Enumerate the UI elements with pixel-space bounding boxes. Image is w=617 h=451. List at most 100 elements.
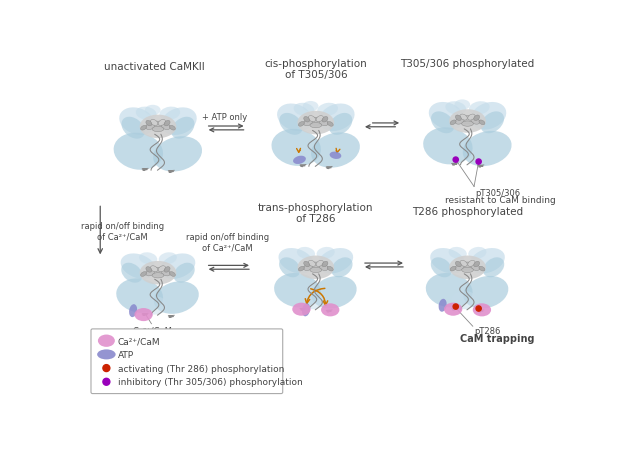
Ellipse shape <box>310 268 321 273</box>
Ellipse shape <box>316 261 323 267</box>
Ellipse shape <box>159 107 180 121</box>
Ellipse shape <box>462 122 473 127</box>
Ellipse shape <box>310 123 321 129</box>
Ellipse shape <box>121 254 156 279</box>
Ellipse shape <box>299 291 326 309</box>
Ellipse shape <box>153 137 202 172</box>
Ellipse shape <box>141 126 147 131</box>
Circle shape <box>476 306 481 312</box>
Ellipse shape <box>469 102 490 115</box>
Ellipse shape <box>119 108 155 136</box>
Ellipse shape <box>483 258 504 278</box>
Ellipse shape <box>164 267 170 272</box>
Ellipse shape <box>481 112 504 134</box>
Text: cis-phosphorylation
of T305/306: cis-phosphorylation of T305/306 <box>265 59 367 80</box>
Text: ATP: ATP <box>118 350 134 359</box>
Ellipse shape <box>471 103 507 130</box>
Ellipse shape <box>146 124 154 130</box>
Ellipse shape <box>159 253 177 265</box>
Ellipse shape <box>162 270 170 276</box>
Ellipse shape <box>278 249 314 274</box>
Ellipse shape <box>471 265 480 271</box>
Ellipse shape <box>444 303 462 316</box>
Text: trans-phosphorylation
of T286: trans-phosphorylation of T286 <box>258 202 373 224</box>
Ellipse shape <box>468 261 475 267</box>
Ellipse shape <box>154 281 199 314</box>
Ellipse shape <box>146 270 154 276</box>
Ellipse shape <box>139 261 176 285</box>
Ellipse shape <box>473 304 491 317</box>
Ellipse shape <box>271 129 321 166</box>
Ellipse shape <box>308 118 323 126</box>
Ellipse shape <box>279 258 300 278</box>
Ellipse shape <box>280 114 302 135</box>
Ellipse shape <box>321 304 339 317</box>
Ellipse shape <box>455 100 470 110</box>
Ellipse shape <box>327 267 333 272</box>
Ellipse shape <box>470 249 505 274</box>
Text: T305/306 phosphorylated: T305/306 phosphorylated <box>400 59 535 69</box>
Ellipse shape <box>426 273 473 308</box>
Text: inhibitory (Thr 305/306) phosphorylation: inhibitory (Thr 305/306) phosphorylation <box>118 377 303 387</box>
Ellipse shape <box>158 120 165 126</box>
Text: activating (Thr 286) phosphorylation: activating (Thr 286) phosphorylation <box>118 364 284 373</box>
Text: pT305/306: pT305/306 <box>475 189 521 198</box>
Ellipse shape <box>460 116 474 124</box>
Ellipse shape <box>302 304 310 317</box>
Ellipse shape <box>450 121 456 125</box>
Text: pT286: pT286 <box>474 327 500 336</box>
Text: rapid on/off binding
of Ca²⁺/CaM: rapid on/off binding of Ca²⁺/CaM <box>186 233 269 253</box>
Text: unactivated CaMKII: unactivated CaMKII <box>104 62 204 72</box>
Ellipse shape <box>331 258 352 278</box>
Ellipse shape <box>146 267 152 272</box>
Circle shape <box>103 365 110 372</box>
Ellipse shape <box>460 115 467 121</box>
Ellipse shape <box>431 112 454 134</box>
Ellipse shape <box>455 116 462 121</box>
Ellipse shape <box>449 247 467 259</box>
Ellipse shape <box>479 121 485 125</box>
Ellipse shape <box>455 265 464 271</box>
Ellipse shape <box>449 256 486 280</box>
Text: + ATP only: + ATP only <box>202 113 247 122</box>
Ellipse shape <box>439 299 447 312</box>
Ellipse shape <box>304 120 312 126</box>
Ellipse shape <box>297 247 315 259</box>
Ellipse shape <box>294 104 315 117</box>
Ellipse shape <box>474 116 479 121</box>
Ellipse shape <box>151 122 165 130</box>
Ellipse shape <box>173 263 195 283</box>
Ellipse shape <box>451 291 478 309</box>
Text: rapid on/off binding
of Ca²⁺/CaM: rapid on/off binding of Ca²⁺/CaM <box>81 221 164 240</box>
Ellipse shape <box>460 262 474 270</box>
Ellipse shape <box>322 262 328 267</box>
Text: resistant to CaM binding: resistant to CaM binding <box>445 196 555 204</box>
Ellipse shape <box>317 104 338 117</box>
Ellipse shape <box>135 308 153 322</box>
Ellipse shape <box>292 303 310 316</box>
Ellipse shape <box>145 106 160 116</box>
Text: Ca²⁺/CaM: Ca²⁺/CaM <box>118 336 160 345</box>
Ellipse shape <box>170 126 175 131</box>
Circle shape <box>476 160 481 165</box>
Ellipse shape <box>304 265 312 271</box>
Ellipse shape <box>158 266 165 272</box>
Ellipse shape <box>152 127 164 132</box>
Ellipse shape <box>463 132 511 167</box>
Ellipse shape <box>98 335 115 347</box>
Ellipse shape <box>170 272 175 277</box>
Ellipse shape <box>329 152 341 160</box>
Ellipse shape <box>479 267 485 272</box>
Ellipse shape <box>139 253 157 265</box>
Ellipse shape <box>430 249 466 274</box>
Ellipse shape <box>161 108 197 136</box>
Ellipse shape <box>450 267 456 272</box>
Ellipse shape <box>308 262 323 270</box>
Ellipse shape <box>299 267 304 272</box>
Ellipse shape <box>299 122 304 127</box>
Ellipse shape <box>311 133 360 168</box>
Ellipse shape <box>151 268 165 276</box>
Ellipse shape <box>327 122 333 127</box>
Ellipse shape <box>297 256 334 280</box>
Ellipse shape <box>423 128 473 165</box>
